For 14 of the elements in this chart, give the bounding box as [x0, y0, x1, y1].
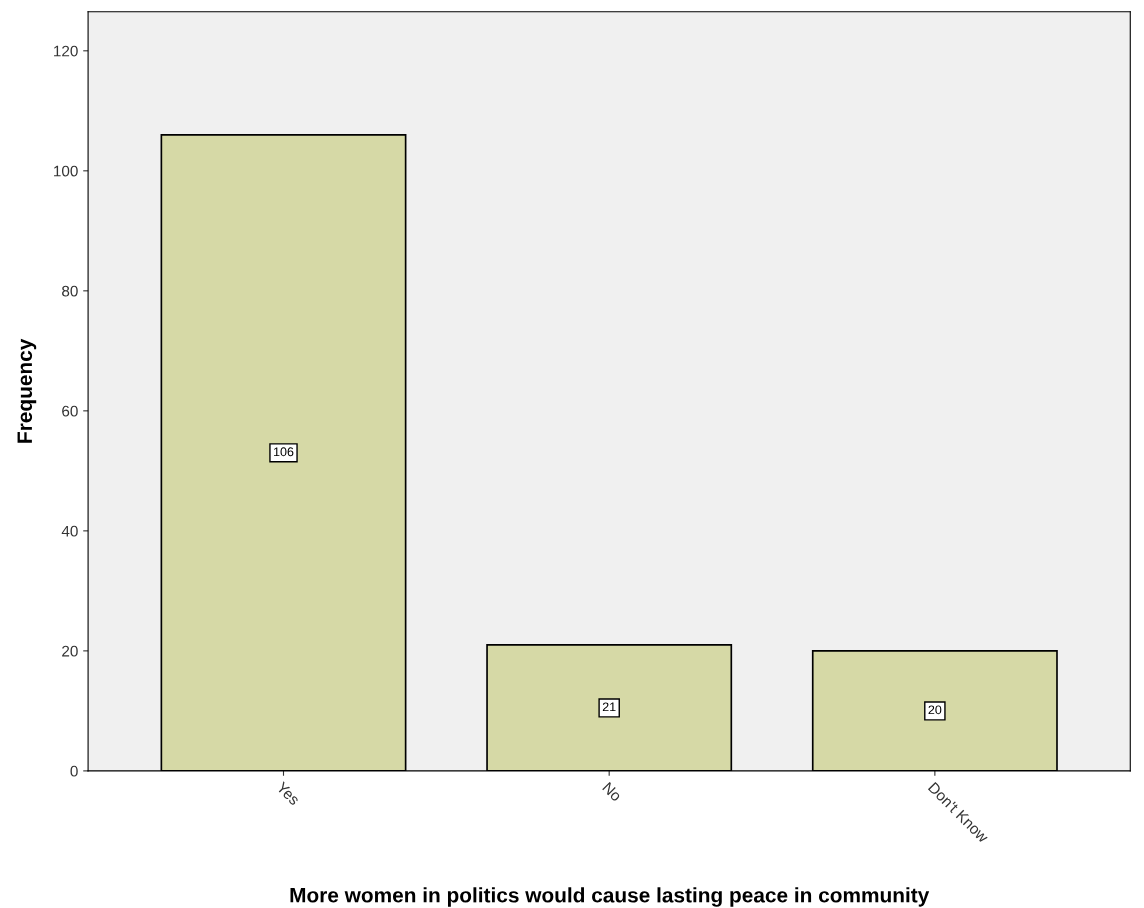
x-axis-title: More women in politics would cause lasting peace in community [290, 887, 930, 907]
y-axis-title: Frequency [17, 338, 37, 443]
y-tick-label: 20 [62, 645, 78, 657]
data-label: 20 [928, 705, 942, 715]
y-tick-label: 60 [62, 405, 78, 417]
y-tick-label: 80 [62, 285, 78, 297]
data-label: 106 [274, 447, 294, 457]
y-tick-label: 100 [54, 165, 78, 177]
y-tick-label: 120 [54, 45, 78, 57]
x-tick-label: Yes [275, 781, 301, 806]
data-label: 21 [602, 702, 616, 712]
x-tick-label: No [602, 781, 623, 802]
y-tick-label: 40 [61, 525, 78, 537]
y-tick-label: 0 [70, 765, 78, 777]
